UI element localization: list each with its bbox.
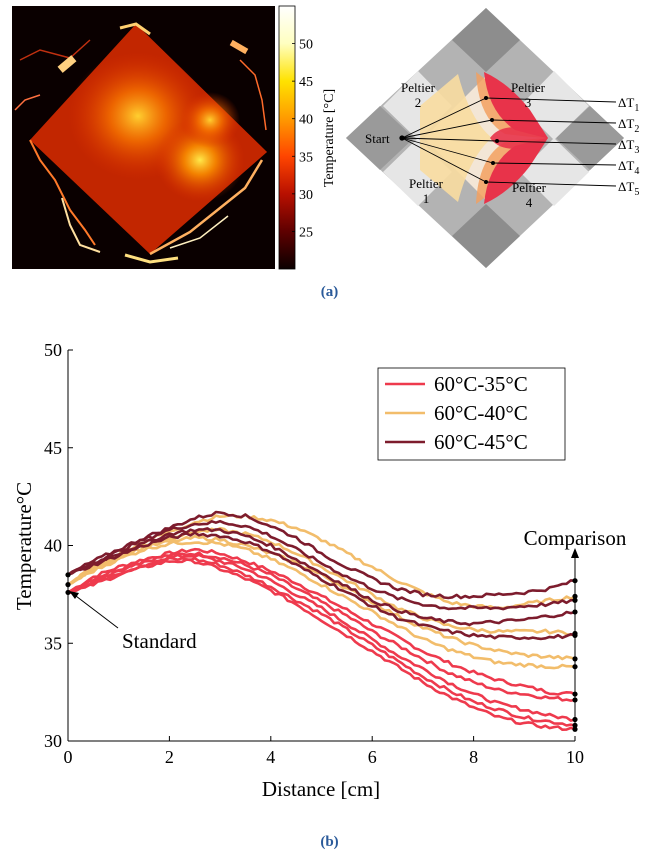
- comparison-arrowhead: [571, 548, 579, 558]
- y-tick-label: 35: [44, 633, 62, 653]
- legend-label-2: 60°C-40°C: [434, 401, 528, 425]
- peltier-2-number: 2: [415, 95, 422, 110]
- leader-5: [485, 181, 617, 187]
- legend-label-1: 60°C-35°C: [434, 372, 528, 396]
- ray-1: [401, 97, 487, 139]
- x-ticks: 0 2 4 6 8 10: [64, 736, 584, 767]
- leader-1: [485, 97, 617, 103]
- delta-t-label-1: ΔT1: [618, 95, 639, 114]
- colorbar-label: Temperature [°C]: [322, 89, 337, 187]
- delta-labels: ΔT1 ΔT2 ΔT3 ΔT4 ΔT5: [618, 95, 639, 198]
- point-2: [490, 118, 494, 122]
- colorbar-tick-label: 45: [299, 75, 313, 90]
- point-4: [491, 161, 495, 165]
- peltier-3-number: 3: [525, 95, 532, 110]
- x-tick-label: 6: [368, 747, 377, 767]
- y-axis-label: Temperature°C: [12, 482, 36, 610]
- y-tick-label: 50: [44, 340, 62, 360]
- start-point: [399, 135, 405, 141]
- peltier-4-number: 4: [526, 195, 533, 210]
- series-line-3-1: [68, 510, 575, 600]
- colorbar-tick-label: 30: [299, 188, 313, 203]
- standard-arrow: [71, 592, 119, 629]
- colorbar-tick-label: 25: [299, 225, 313, 240]
- x-tick-label: 2: [165, 747, 174, 767]
- schematic: Peltier 2 Peltier 3 Peltier 1 Peltier 4 …: [346, 8, 639, 268]
- y-tick-label: 40: [44, 536, 62, 556]
- x-axis-label: Distance [cm]: [262, 777, 380, 801]
- leader-3: [496, 140, 617, 145]
- ray-4: [401, 137, 494, 164]
- series-line-3-4: [68, 531, 575, 641]
- series-line-2-4: [68, 540, 575, 670]
- leader-2: [491, 119, 617, 124]
- point-5: [484, 180, 488, 184]
- series-line-1-5: [68, 558, 575, 731]
- series-lines: [68, 510, 575, 731]
- series-line-1-3: [68, 553, 575, 722]
- y-tick-label: 45: [44, 438, 62, 458]
- delta-t-label-2: ΔT2: [618, 116, 639, 135]
- x-tick-label: 8: [469, 747, 478, 767]
- point-1: [484, 96, 488, 100]
- standard-annotation: Standard: [122, 629, 197, 653]
- start-label: Start: [365, 131, 390, 146]
- series-line-3-2: [68, 519, 575, 611]
- x-tick-label: 4: [266, 747, 275, 767]
- comparison-annotation: Comparison: [524, 526, 627, 550]
- point-3: [495, 139, 499, 143]
- peltier-4-label: Peltier: [512, 180, 547, 195]
- x-tick-label: 10: [566, 747, 584, 767]
- leader-4: [492, 162, 617, 166]
- ray-2: [401, 119, 493, 139]
- delta-t-label-5: ΔT5: [618, 179, 639, 198]
- peltier-2-label: Peltier: [401, 80, 436, 95]
- legend-label-3: 60°C-45°C: [434, 430, 528, 454]
- series-line-1-1: [68, 547, 575, 696]
- line-chart: 0 2 4 6 8 10 30 35 40 45 50 Distance [cm] Tempera…: [12, 340, 627, 801]
- colorbar-ticks: 25 30 35 40 45 50: [292, 38, 313, 240]
- colorbar-tick-label: 35: [299, 150, 313, 165]
- y-tick-label: 30: [44, 731, 62, 751]
- thermal-image: [12, 6, 275, 269]
- series-line-3-3: [68, 527, 575, 627]
- x-tick-label: 0: [64, 747, 73, 767]
- peltier-1-number: 1: [423, 191, 430, 206]
- colorbar: 25 30 35 40 45 50 Temperature [°C]: [278, 5, 337, 270]
- measurement-rays: [399, 96, 617, 187]
- colorbar-tick-label: 40: [299, 113, 313, 128]
- y-ticks: 30 35 40 45 50: [44, 340, 73, 751]
- peltier-1-label: Peltier: [409, 176, 444, 191]
- ray-5: [401, 137, 487, 183]
- series-line-1-4: [68, 556, 575, 727]
- caption-b: (b): [320, 834, 339, 850]
- delta-t-label-3: ΔT3: [618, 137, 639, 156]
- standard-arrowhead: [69, 591, 79, 599]
- legend: 60°C-35°C 60°C-40°C 60°C-45°C: [377, 367, 566, 461]
- peltier-3-label: Peltier: [511, 80, 546, 95]
- colorbar-tick-label: 50: [299, 38, 313, 53]
- delta-t-label-4: ΔT4: [618, 158, 639, 177]
- caption-a: (a): [320, 284, 339, 300]
- ray-3: [401, 137, 498, 142]
